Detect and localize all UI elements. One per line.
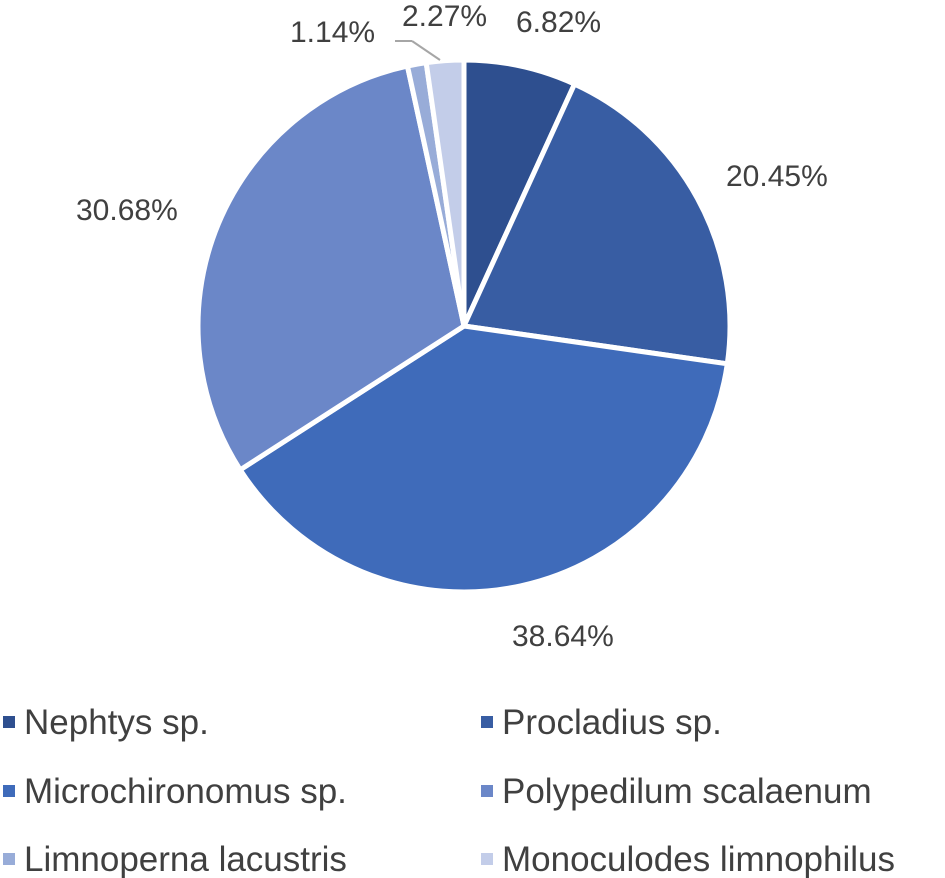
data-label-polypedilum: 30.68% <box>76 194 178 227</box>
legend-label-procladius: Procladius sp. <box>502 703 722 742</box>
legend-item-limnoperna: Limnoperna lacustris <box>3 840 347 878</box>
legend-item-procladius: Procladius sp. <box>481 703 722 742</box>
legend-swatch-procladius <box>481 716 493 728</box>
legend-label-nephtys: Nephtys sp. <box>24 703 209 742</box>
legend-item-polypedilum: Polypedilum scalaenum <box>481 772 872 811</box>
leader-line-limnoperna <box>411 40 441 61</box>
legend-swatch-nephtys <box>3 716 15 728</box>
legend-swatch-limnoperna <box>3 853 15 865</box>
data-label-nephtys: 6.82% <box>516 6 601 39</box>
legend-item-monoculodes: Monoculodes limnophilus <box>481 840 895 878</box>
data-label-microchironomus: 38.64% <box>512 620 614 653</box>
legend-label-polypedilum: Polypedilum scalaenum <box>502 772 872 811</box>
pie-slice-polypedilum-scalaenum <box>195 63 467 473</box>
legend-label-limnoperna: Limnoperna lacustris <box>24 840 347 878</box>
pie-slices <box>195 57 733 595</box>
legend-swatch-microchironomus <box>3 785 15 797</box>
data-label-procladius: 20.45% <box>726 160 828 193</box>
data-label-limnoperna: 1.14% <box>290 16 375 49</box>
legend-swatch-monoculodes <box>481 853 493 865</box>
legend-item-nephtys: Nephtys sp. <box>3 703 209 742</box>
legend-swatch-polypedilum <box>481 785 493 797</box>
legend-label-monoculodes: Monoculodes limnophilus <box>502 840 895 878</box>
pie-slice-monoculodes-limnophilus <box>423 57 467 329</box>
data-label-monoculodes: 2.27% <box>402 0 487 33</box>
legend: Nephtys sp. Procladius sp. Microchironom… <box>3 703 895 878</box>
legend-item-microchironomus: Microchironomus sp. <box>3 772 347 811</box>
pie-slice-procladius-sp <box>461 81 733 367</box>
legend-label-microchironomus: Microchironomus sp. <box>24 772 347 811</box>
